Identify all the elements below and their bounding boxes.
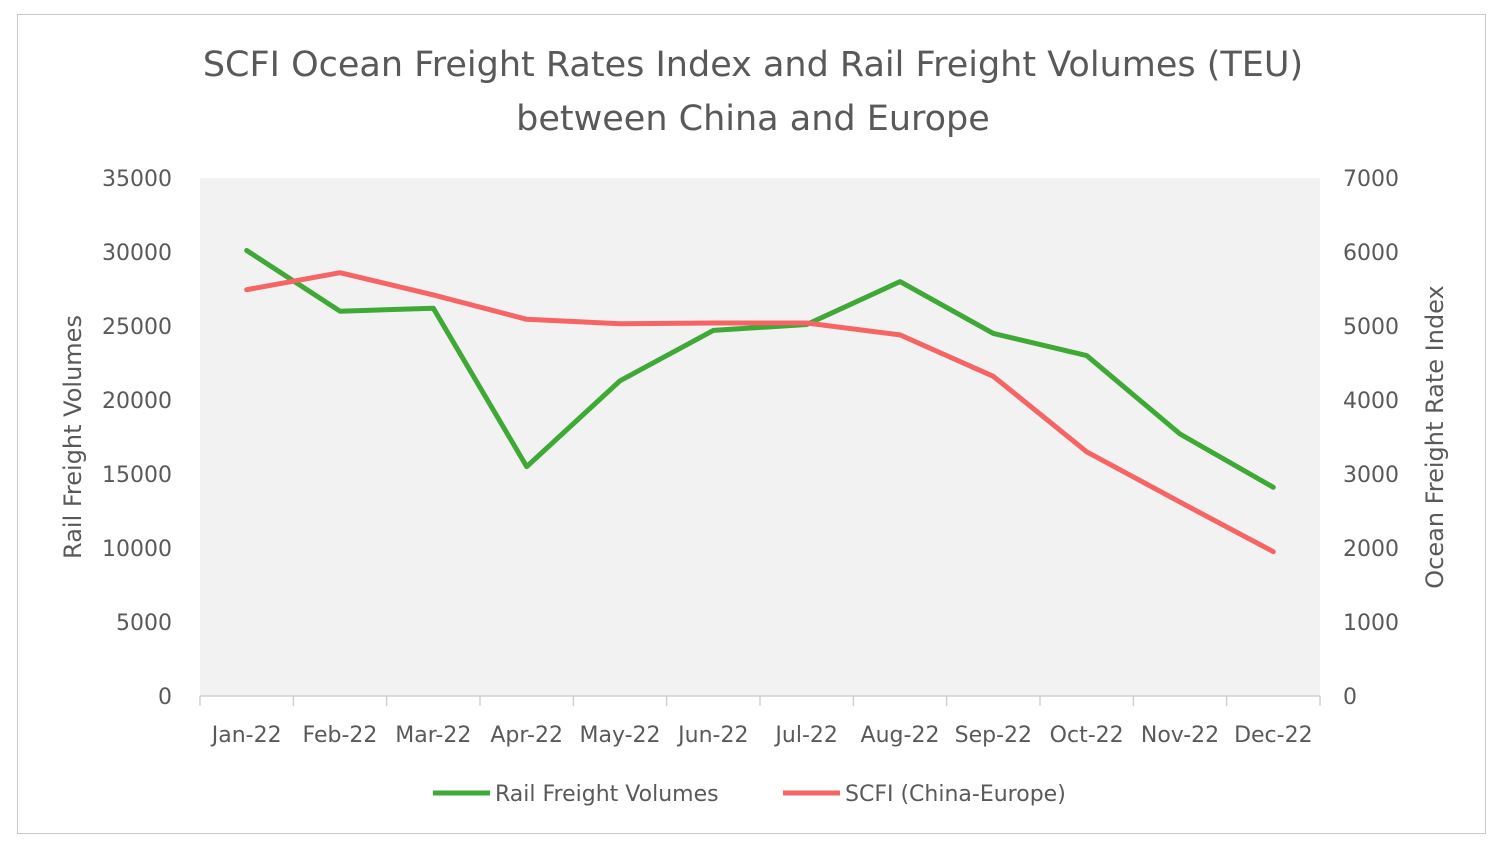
x-tick-label: Jun-22: [676, 723, 748, 748]
y-tick-label: 35000: [102, 167, 172, 192]
y2-tick-label: 1000: [1343, 611, 1399, 636]
chart-title-line: between China and Europe: [516, 99, 990, 139]
legend-label: Rail Freight Volumes: [495, 782, 719, 807]
x-tick-label: Feb-22: [303, 723, 378, 748]
y-tick-label: 10000: [102, 537, 172, 562]
legend-label: SCFI (China-Europe): [845, 782, 1066, 807]
y-tick-label: 20000: [102, 389, 172, 414]
y-tick-label: 25000: [102, 315, 172, 340]
chart-title-line: SCFI Ocean Freight Rates Index and Rail …: [203, 45, 1303, 85]
x-tick-label: Dec-22: [1234, 723, 1313, 748]
y-tick-label: 30000: [102, 241, 172, 266]
series-line-2: [244, 270, 1276, 555]
plot-area: [200, 178, 1320, 696]
y2-tick-label: 0: [1343, 685, 1357, 710]
x-tick-label: Jan-22: [210, 723, 282, 748]
chart-frame: [17, 14, 1486, 834]
y-axis-title: Rail Freight Volumes: [59, 315, 87, 559]
y-tick-label: 15000: [102, 463, 172, 488]
x-tick-label: Mar-22: [395, 723, 471, 748]
x-tick-label: Sep-22: [955, 723, 1032, 748]
y-tick-label: 0: [158, 685, 172, 710]
x-tick-label: Oct-22: [1050, 723, 1124, 748]
x-tick-label: May-22: [579, 723, 660, 748]
x-tick-label: Jul-22: [773, 723, 837, 748]
y2-tick-label: 6000: [1343, 241, 1399, 266]
x-tick-label: Nov-22: [1141, 723, 1219, 748]
x-tick-label: Aug-22: [861, 723, 940, 748]
series-line-1: [244, 248, 1276, 490]
y2-tick-label: 2000: [1343, 537, 1399, 562]
y2-tick-label: 3000: [1343, 463, 1399, 488]
x-tick-label: Apr-22: [490, 723, 563, 748]
y2-tick-label: 7000: [1343, 167, 1399, 192]
y-tick-label: 5000: [116, 611, 172, 636]
y2-axis-title: Ocean Freight Rate Index: [1421, 285, 1449, 588]
y2-tick-label: 4000: [1343, 389, 1399, 414]
y2-tick-label: 5000: [1343, 315, 1399, 340]
